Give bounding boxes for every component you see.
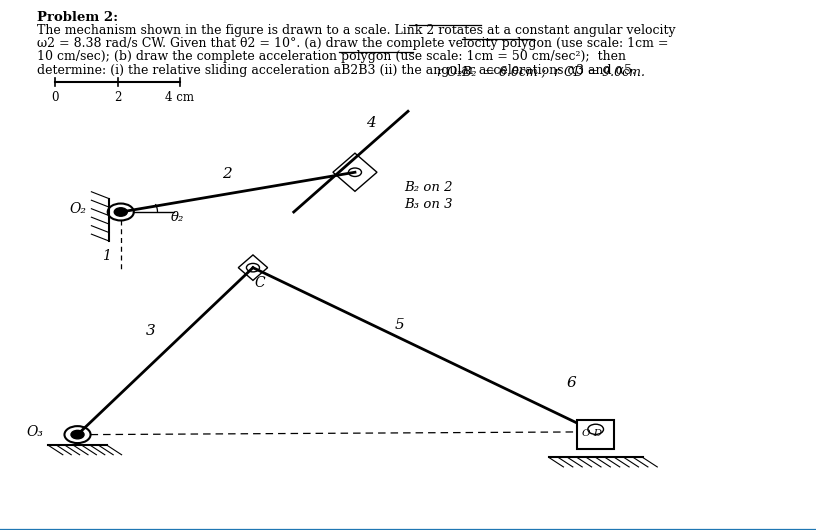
Circle shape bbox=[114, 208, 127, 216]
Text: Problem 2:: Problem 2: bbox=[37, 11, 118, 24]
Text: The mechanism shown in the figure is drawn to a scale. Link 2 rotates at a const: The mechanism shown in the figure is dra… bbox=[37, 24, 676, 37]
Text: 0: 0 bbox=[51, 91, 60, 104]
Text: 10 cm/sec); (b) draw the complete acceleration polygon (use scale: 1cm = 50 cm/s: 10 cm/sec); (b) draw the complete accele… bbox=[37, 50, 626, 64]
Text: 4: 4 bbox=[366, 116, 376, 130]
Text: B₂ on 2: B₂ on 2 bbox=[404, 181, 452, 194]
Text: θ₂: θ₂ bbox=[171, 211, 184, 224]
Circle shape bbox=[71, 430, 84, 439]
Text: 2: 2 bbox=[113, 91, 122, 104]
Text: 4 cm: 4 cm bbox=[165, 91, 194, 104]
Text: O₂: O₂ bbox=[69, 202, 86, 216]
Text: 3: 3 bbox=[146, 324, 156, 338]
Bar bbox=[578, 420, 614, 449]
Text: 6: 6 bbox=[566, 376, 576, 390]
Text: 2: 2 bbox=[222, 166, 232, 181]
Text: ω2 = 8.38 rad/s CW. Given that θ2 = 10°. (a) draw the complete velocity polygon : ω2 = 8.38 rad/s CW. Given that θ2 = 10°.… bbox=[37, 37, 668, 50]
Text: O₃: O₃ bbox=[26, 425, 43, 439]
Text: C: C bbox=[254, 276, 265, 290]
Text: r O₂B₂  = 6.0cm ;  r CD = 9.0cm.: r O₂B₂ = 6.0cm ; r CD = 9.0cm. bbox=[437, 65, 645, 78]
Text: 1: 1 bbox=[102, 249, 110, 263]
Text: 5: 5 bbox=[395, 317, 405, 332]
Text: determine: (i) the relative sliding acceleration aB2B3 (ii) the angular accelera: determine: (i) the relative sliding acce… bbox=[37, 64, 636, 77]
Text: O D: O D bbox=[582, 429, 601, 438]
Text: B₃ on 3: B₃ on 3 bbox=[404, 198, 452, 211]
